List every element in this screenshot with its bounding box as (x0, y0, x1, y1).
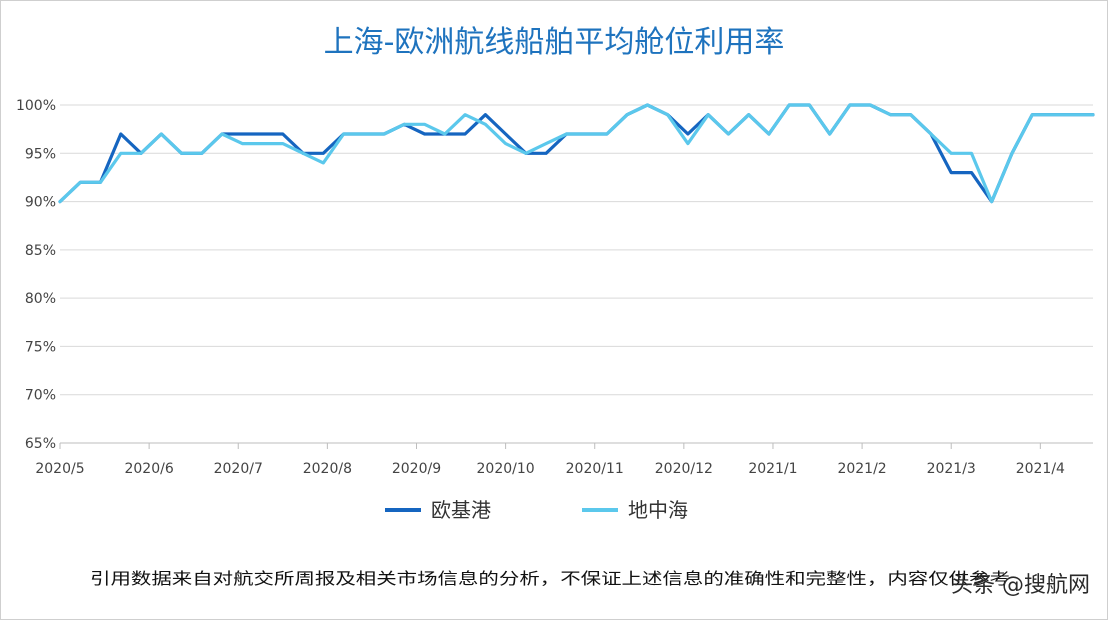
gridlines (60, 104, 1093, 444)
y-tick-label: 95% (25, 146, 56, 162)
watermark-text: 头条 @搜航网 (951, 573, 1090, 598)
x-tick-label: 2020/5 (35, 461, 84, 477)
y-tick-label: 70% (25, 388, 56, 404)
y-tick-label: 100% (16, 98, 56, 114)
y-tick-label: 65% (25, 436, 56, 452)
axes: 65% 70% 75% 80% 85% 90% 95% 100% 2020/5 2020/6 202… (16, 98, 1065, 477)
series-lines (58, 103, 1095, 204)
legend: 欧基港 地中海 (385, 498, 688, 522)
footnote: 引用数据来自对航交所周报及相关市场信息的分析，不保证上述信息的准确性和完整性，内… (90, 569, 1010, 588)
y-tick-label: 75% (25, 339, 56, 355)
x-tick-label: 2020/6 (124, 461, 173, 477)
legend-label: 欧基港 (431, 498, 491, 522)
x-tick-label: 2020/8 (303, 461, 352, 477)
series-line-2 (58, 103, 1095, 204)
x-tick-label: 2020/11 (566, 461, 624, 477)
x-tick-label: 2020/9 (392, 461, 441, 477)
x-tick-label: 2021/4 (1016, 461, 1065, 477)
x-tick-label: 2021/2 (837, 461, 886, 477)
y-tick-label: 85% (25, 243, 56, 259)
x-tick-label: 2021/1 (748, 461, 797, 477)
chart-title: 上海-欧洲航线船舶平均舱位利用率 (324, 25, 785, 60)
x-tick-label: 2020/10 (477, 461, 535, 477)
legend-label: 地中海 (628, 498, 688, 522)
x-tick-label: 2020/12 (655, 461, 713, 477)
y-tick-label: 90% (25, 195, 56, 211)
y-tick-label: 80% (25, 291, 56, 307)
x-tick-label: 2020/7 (214, 461, 263, 477)
x-tick-label: 2021/3 (927, 461, 976, 477)
